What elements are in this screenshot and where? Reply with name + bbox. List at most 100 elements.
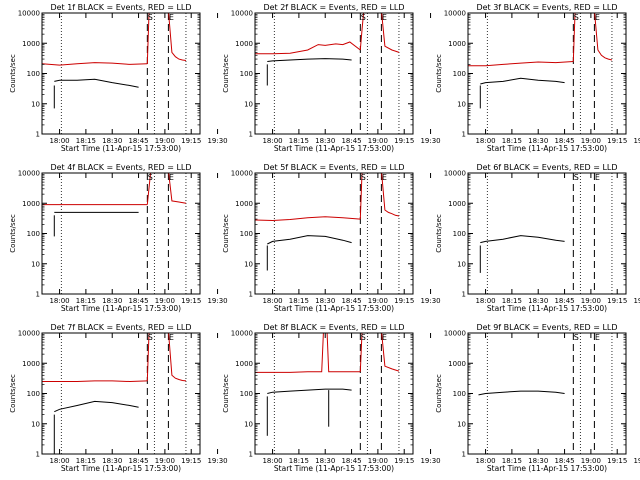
y-tick-label: 10000: [231, 10, 253, 18]
panel-title: Det 4f BLACK = Events, RED = LLD: [50, 163, 191, 172]
x-tick-label: 18:45: [554, 137, 574, 145]
y-tick-label: 100: [27, 390, 40, 398]
lld-series-segment-2: [146, 173, 152, 205]
y-tick-label: 100: [453, 230, 466, 238]
plot-traces-6: [479, 173, 613, 294]
x-tick-label: 18:00: [475, 137, 495, 145]
x-axis-label: Start Time (11-Apr-15 17:53:00): [487, 464, 607, 473]
x-tick-label: 19:15: [607, 457, 627, 465]
y-tick-label: 10: [457, 100, 466, 108]
x-tick-label: 19:15: [394, 297, 414, 305]
plot-traces-9: [478, 333, 613, 454]
y-tick-label: 1000: [235, 360, 253, 368]
plot-frame-4: [41, 172, 201, 295]
panel-title: Det 9f BLACK = Events, RED = LLD: [476, 323, 617, 332]
plot-frame-7: [41, 332, 201, 455]
y-tick-label: 10: [244, 420, 253, 428]
event-marker-S: S: [148, 333, 153, 342]
panel-9: 1 10 100 1000 10000 18:00 18:15 18:30 18:45 19:00…: [435, 323, 640, 473]
y-tick-label: 1000: [22, 40, 40, 48]
x-tick-label: 19:30: [420, 137, 440, 145]
x-tick-label: 19:15: [607, 137, 627, 145]
lld-series-segment-1: [468, 61, 574, 67]
y-axis-label: Counts/sec: [9, 374, 17, 413]
x-tick-label: 18:30: [315, 137, 335, 145]
plot-frame-5: [254, 172, 414, 295]
y-tick-label: 1000: [448, 360, 466, 368]
plot-frame-3: [467, 12, 627, 135]
x-tick-label: 18:30: [102, 137, 122, 145]
x-axis-label: Start Time (11-Apr-15 17:53:00): [61, 304, 181, 313]
lld-series-segment-3: [168, 333, 187, 382]
x-tick-label: 19:30: [420, 297, 440, 305]
x-tick-label: 18:15: [289, 297, 309, 305]
x-tick-label: 19:15: [394, 457, 414, 465]
y-tick-label: 1000: [22, 360, 40, 368]
x-axis-label: Start Time (11-Apr-15 17:53:00): [61, 464, 181, 473]
x-tick-label: 18:30: [102, 297, 122, 305]
x-tick-label: 18:00: [475, 297, 495, 305]
panel-title: Det 3f BLACK = Events, RED = LLD: [476, 3, 617, 12]
y-tick-label: 1000: [22, 200, 40, 208]
y-tick-label: 10000: [231, 170, 253, 178]
y-tick-label: 10000: [18, 330, 40, 338]
event-marker-S: S: [574, 13, 579, 22]
x-axis-label: Start Time (11-Apr-15 17:53:00): [274, 144, 394, 153]
y-tick-label: 10: [31, 260, 40, 268]
panel-3: 1 10 100 1000 10000 18:00 18:15 18:30 18:45 19:00…: [435, 3, 640, 153]
panel-8: 1 10 100 1000 10000 18:00 18:15 18:30 18:45 19:00…: [222, 323, 441, 473]
y-tick-label: 1000: [235, 200, 253, 208]
plot-traces-8: [255, 333, 400, 454]
x-tick-label: 19:30: [207, 457, 227, 465]
y-tick-label: 1000: [448, 200, 466, 208]
x-tick-label: 18:45: [128, 297, 148, 305]
x-tick-label: 18:45: [554, 297, 574, 305]
x-tick-label: 18:00: [475, 457, 495, 465]
panel-title: Det 1f BLACK = Events, RED = LLD: [50, 3, 191, 12]
x-tick-label: 19:00: [581, 457, 601, 465]
y-tick-label: 10000: [18, 10, 40, 18]
plot-frame-2: [254, 12, 414, 135]
y-axis-label: Counts/sec: [222, 54, 230, 93]
plot-traces-3: [468, 13, 613, 134]
panel-6: 1 10 100 1000 10000 18:00 18:15 18:30 18:45 19:00…: [435, 163, 640, 313]
event-marker-S: S: [361, 13, 366, 22]
y-tick-label: 1: [36, 131, 40, 139]
panel-1: 1 10 100 1000 10000 18:00 18:15 18:30 18:45 19:00…: [9, 3, 228, 153]
y-tick-label: 1: [36, 451, 40, 459]
x-tick-label: 19:30: [633, 297, 640, 305]
y-tick-label: 10000: [444, 330, 466, 338]
x-tick-label: 18:15: [289, 457, 309, 465]
x-tick-label: 18:45: [341, 297, 361, 305]
lld-series-segment-3: [381, 333, 400, 372]
lld-series-segment-1: [255, 216, 361, 222]
plot-traces-1: [42, 13, 187, 134]
x-tick-label: 19:00: [368, 457, 388, 465]
x-tick-label: 18:30: [528, 297, 548, 305]
x-axis-label: Start Time (11-Apr-15 17:53:00): [274, 464, 394, 473]
x-axis-label: Start Time (11-Apr-15 17:53:00): [274, 304, 394, 313]
x-tick-label: 18:00: [49, 457, 69, 465]
x-tick-label: 18:45: [554, 457, 574, 465]
x-tick-label: 19:00: [581, 297, 601, 305]
y-tick-label: 1: [249, 291, 253, 299]
x-tick-label: 19:00: [155, 297, 175, 305]
y-tick-label: 10000: [231, 330, 253, 338]
event-marker-E: E: [382, 13, 387, 22]
x-tick-label: 18:00: [49, 297, 69, 305]
panel-7: 1 10 100 1000 10000 18:00 18:15 18:30 18:45 19:00…: [9, 323, 228, 473]
x-tick-label: 18:30: [315, 457, 335, 465]
x-tick-label: 19:30: [633, 457, 640, 465]
x-tick-label: 18:15: [289, 137, 309, 145]
panel-5: 1 10 100 1000 10000 18:00 18:15 18:30 18:45 19:00…: [222, 163, 441, 313]
events-series-segment-2: [267, 388, 352, 394]
panel-title: Det 2f BLACK = Events, RED = LLD: [263, 3, 404, 12]
x-tick-label: 18:30: [315, 297, 335, 305]
events-series-segment-2: [54, 78, 139, 88]
event-marker-S: S: [361, 333, 366, 342]
lld-series-segment-2: [359, 13, 365, 51]
lld-series-segment-2: [146, 13, 150, 64]
x-tick-label: 18:00: [262, 137, 282, 145]
y-tick-label: 1: [36, 291, 40, 299]
y-axis-label: Counts/sec: [222, 374, 230, 413]
